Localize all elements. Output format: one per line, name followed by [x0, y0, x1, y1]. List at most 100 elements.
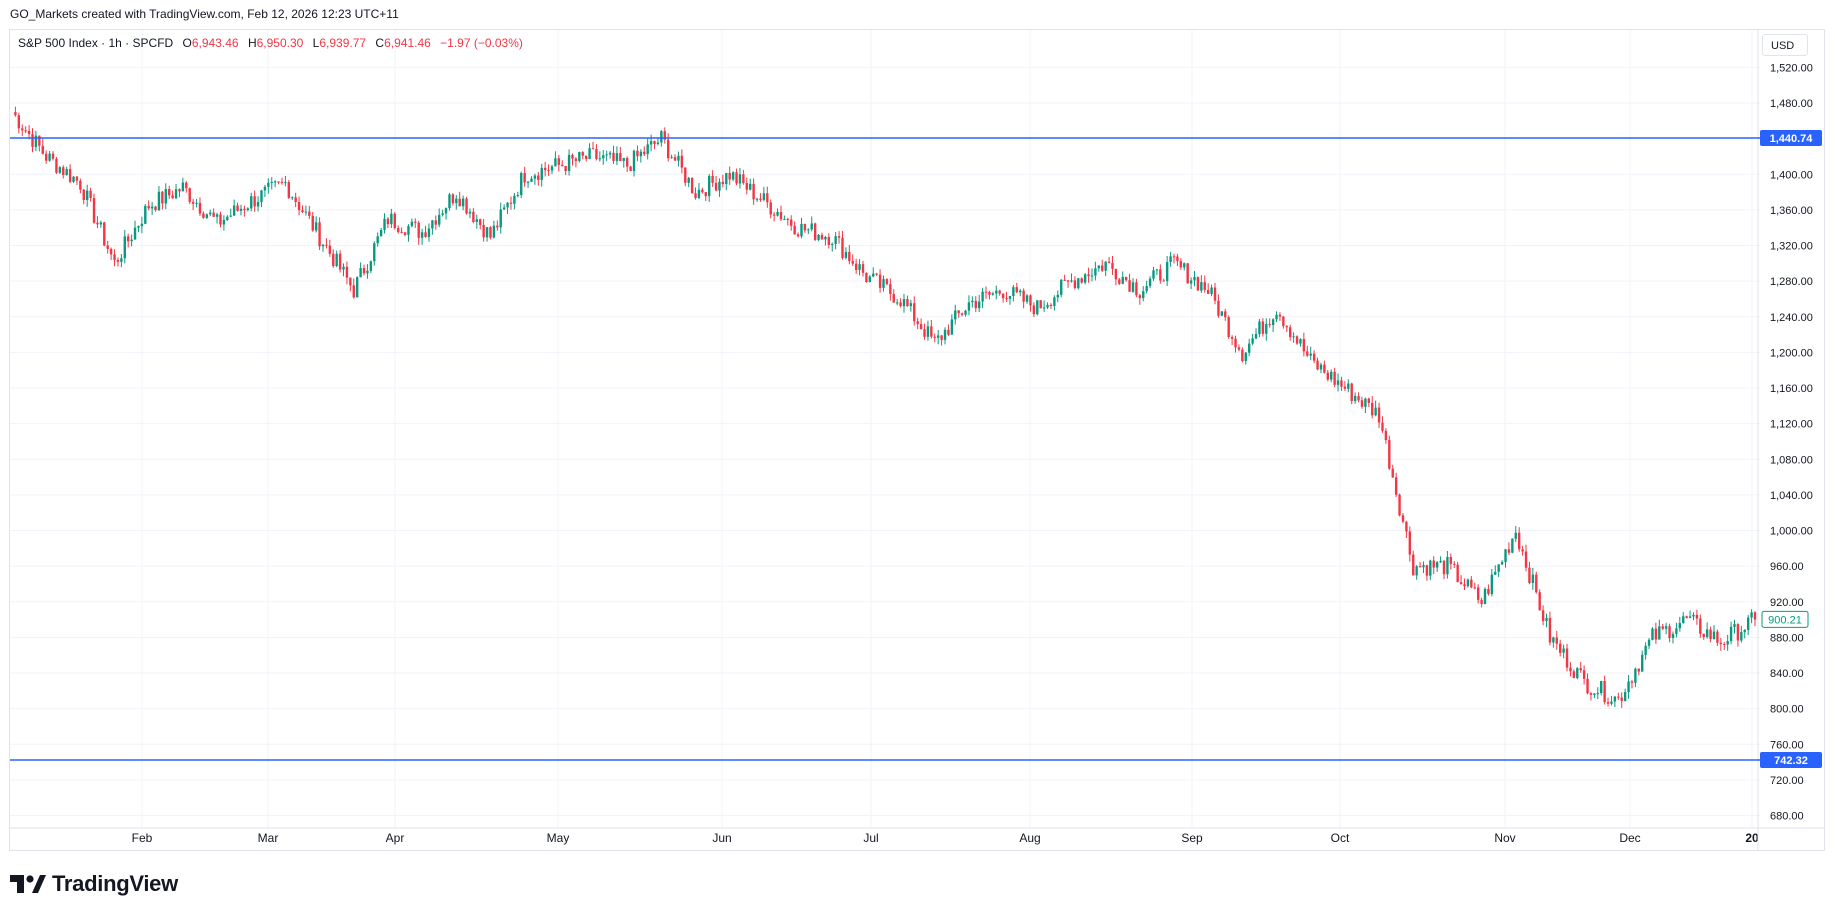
candle-body	[352, 285, 355, 298]
candle-body	[762, 193, 766, 200]
candle-body	[171, 195, 174, 199]
x-tick-label: Apr	[386, 831, 405, 845]
candle-body	[950, 319, 954, 335]
candle-body	[1142, 291, 1145, 299]
candle-body	[1685, 616, 1688, 618]
candle-body	[1172, 256, 1176, 258]
chart-attribution: GO_Markets created with TradingView.com,…	[10, 7, 399, 21]
candle-body	[1295, 336, 1299, 344]
candle-body	[865, 272, 868, 282]
candle-body	[1418, 566, 1422, 568]
candle-body	[619, 153, 622, 161]
candle-body	[1466, 579, 1470, 587]
candle-body	[72, 176, 75, 182]
low-label: L	[312, 36, 320, 50]
candle-body	[1538, 592, 1541, 611]
candle-body	[342, 266, 345, 270]
candle-body	[1162, 280, 1165, 282]
candle-body	[1138, 295, 1142, 299]
candle-body	[297, 202, 301, 211]
candle-body	[1114, 268, 1118, 280]
candle-body	[1750, 612, 1753, 618]
candle-body	[362, 268, 366, 274]
candle-body	[1012, 287, 1015, 297]
candle-body	[1688, 616, 1692, 618]
candle-body	[639, 151, 643, 157]
candle-body	[1654, 628, 1658, 640]
candle-body	[1429, 560, 1432, 576]
candle-body	[933, 336, 936, 338]
candle-body	[745, 183, 748, 190]
candle-body	[909, 303, 913, 307]
candle-body	[998, 290, 1001, 294]
candle-body	[1586, 678, 1589, 694]
candle-body	[202, 213, 205, 218]
candle-body	[1070, 280, 1073, 282]
close-label: C	[375, 36, 385, 50]
chart-frame[interactable]	[9, 29, 1825, 851]
candle-body	[1490, 574, 1494, 594]
candle-body	[1128, 280, 1131, 292]
candle-body	[1206, 289, 1210, 295]
candle-body	[393, 213, 396, 228]
candle-body	[1453, 563, 1456, 565]
y-tick-label: 960.00	[1770, 561, 1804, 573]
candle-body	[1104, 261, 1107, 271]
candle-body	[236, 205, 239, 211]
candle-body	[1336, 380, 1340, 385]
symbol-name[interactable]: S&P 500 Index · 1h · SPCFD	[18, 36, 174, 50]
candle-body	[663, 131, 666, 140]
candle-body	[301, 210, 304, 212]
candle-body	[273, 181, 277, 183]
candle-body	[1439, 560, 1442, 563]
candle-body	[1015, 287, 1018, 293]
candle-body	[1603, 681, 1606, 703]
currency-button[interactable]: USD	[1762, 34, 1808, 56]
candle-body	[1630, 681, 1634, 683]
candle-body	[711, 175, 714, 183]
candle-body	[803, 223, 807, 231]
candle-body	[250, 196, 253, 209]
candle-body	[195, 202, 198, 204]
candle-body	[41, 145, 44, 154]
candle-body	[109, 248, 113, 255]
candle-body	[17, 115, 21, 129]
candle-body	[813, 223, 817, 240]
y-tick-label: 800.00	[1770, 704, 1804, 716]
candle-body	[731, 172, 735, 180]
candle-body	[438, 214, 441, 225]
candle-body	[1189, 280, 1193, 284]
candle-body	[810, 223, 813, 230]
x-tick-label: May	[547, 831, 570, 845]
candle-body	[533, 175, 537, 179]
candle-body	[895, 302, 899, 304]
candle-body	[1306, 351, 1309, 356]
candle-body	[284, 182, 287, 184]
candle-body	[1569, 667, 1572, 672]
candle-body	[1558, 643, 1562, 653]
candle-body	[1740, 632, 1743, 641]
candle-body	[1087, 274, 1090, 276]
candle-body	[1753, 612, 1757, 620]
candle-body	[991, 293, 995, 295]
candle-body	[485, 227, 489, 238]
candle-body	[1060, 279, 1063, 295]
candle-body	[1723, 644, 1726, 646]
candle-body	[1094, 268, 1097, 276]
candle-body	[287, 182, 291, 198]
candle-body	[1319, 364, 1323, 370]
price-chart[interactable]: 1,520.00 1,480.00 1,400.00 1,360.00 1,320.00…	[0, 0, 1835, 860]
candle-body	[431, 220, 434, 229]
tradingview-logo[interactable]: TradingView	[10, 871, 178, 897]
candles	[14, 106, 1757, 708]
candle-body	[1746, 617, 1750, 630]
last-price-tag	[1761, 610, 1809, 628]
y-tick-label: 760.00	[1770, 739, 1804, 751]
candle-body	[263, 186, 267, 191]
x-tick-label: Jun	[712, 831, 731, 845]
candle-body	[1227, 317, 1230, 337]
candle-body	[1596, 693, 1599, 695]
candle-body	[390, 213, 393, 225]
candle-body	[930, 326, 933, 337]
candle-body	[14, 112, 17, 116]
